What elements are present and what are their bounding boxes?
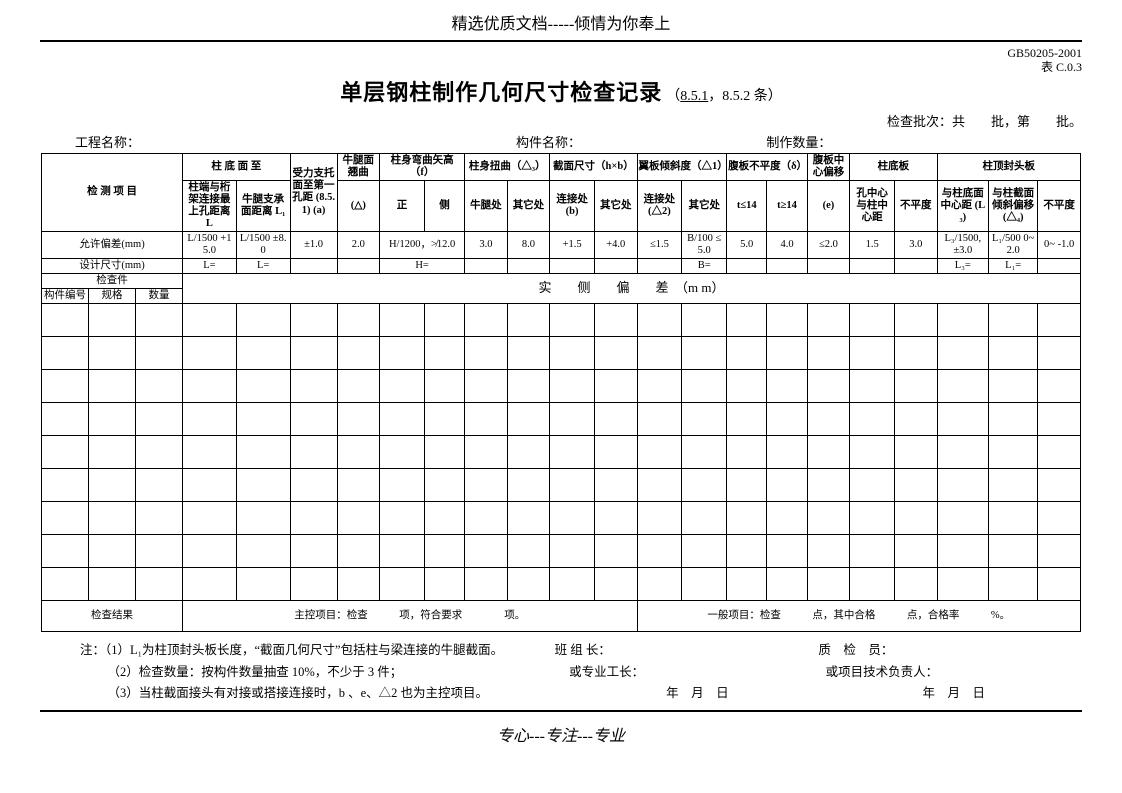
des-d2: L=	[236, 259, 290, 274]
tol-c15: ≤2.0	[807, 232, 850, 259]
hdr-bp-b: 不平度	[895, 180, 938, 231]
hdr-topplate: 柱顶封头板	[937, 153, 1080, 180]
hdr-comp-no: 构件编号	[42, 289, 89, 304]
project-label: 工程名称：	[75, 132, 391, 151]
row-design-label: 设计尺寸(mm)	[42, 259, 183, 274]
hdr-web-a: t≤14	[727, 180, 767, 231]
table-row	[42, 403, 1081, 436]
footer-rule	[40, 710, 1082, 712]
title-row: 单层钢柱制作几何尺寸检查记录 （8.5.1，8.5.2 条）	[40, 75, 1082, 107]
footer: 专心---专注---专业	[0, 722, 1122, 746]
des-d19: L₁=	[989, 259, 1038, 274]
tol-c19: L₁/500 0~2.0	[989, 232, 1038, 259]
hdr-tp-b: 与柱截面倾斜偏移 (△₄)	[989, 180, 1038, 231]
blank-rows-body	[42, 304, 1081, 601]
des-d1: L=	[183, 259, 237, 274]
hdr-twist-b: 其它处	[507, 180, 550, 231]
notes-block: 注：（1）L₁为柱顶封头板长度，“截面几何尺寸”包括柱与梁连接的牛腿截面。 班 …	[80, 640, 1082, 704]
hdr-baseplate: 柱底板	[850, 153, 937, 180]
tol-c16: 1.5	[850, 232, 895, 259]
qty-label: 制作数量：	[706, 132, 1082, 151]
batch-line: 检查批次：共 批，第 批。	[40, 111, 1082, 130]
hdr-section-b: 其它处	[594, 180, 637, 231]
tol-c13: 5.0	[727, 232, 767, 259]
table-row	[42, 337, 1081, 370]
tol-c14: 4.0	[767, 232, 807, 259]
tol-c3: ±1.0	[290, 232, 337, 259]
tol-c20: 0~ -1.0	[1038, 232, 1081, 259]
tol-c8: 8.0	[507, 232, 550, 259]
hdr-flange-b: 其它处	[682, 180, 727, 231]
hdr-twist: 柱身扭曲（△₃）	[465, 153, 550, 180]
hdr-count: 数量	[136, 289, 183, 304]
table-row	[42, 568, 1081, 601]
hdr-spec: 规格	[89, 289, 136, 304]
top-rule	[40, 40, 1082, 42]
result-main: 主控项目：检查 项，符合要求 项。	[183, 601, 637, 632]
table-row	[42, 436, 1081, 469]
hdr-col-bottom-a: 柱端与桁架连接最上孔距离 L	[183, 180, 237, 231]
actual-header: 实 侧 偏 差 （m m）	[183, 274, 1081, 304]
tol-c4: 2.0	[337, 232, 380, 259]
hdr-bracket-first: 受力支托面至第一孔距 (8.5.1) (a)	[290, 153, 337, 231]
row-tolerance-label: 允许偏差(mm)	[42, 232, 183, 259]
hdr-tp-a: 与柱底面中心距 (L₃)	[937, 180, 989, 231]
tol-c12: B/100 ≤5.0	[682, 232, 727, 259]
component-label: 构件名称：	[391, 132, 707, 151]
hdr-flange-a: 连接处 (△2)	[637, 180, 682, 231]
hdr-web: 腹板不平度（δ）	[727, 153, 808, 180]
tol-c1: L/1500 +15.0	[183, 232, 237, 259]
hdr-web-center: 腹板中心偏移	[807, 153, 850, 180]
hdr-section: 截面尺寸（h×b）	[550, 153, 637, 180]
tol-c2: L/1500 ±8.0	[236, 232, 290, 259]
title-sub: （8.5.1，8.5.2 条）	[666, 89, 782, 104]
hdr-bend-a: 正	[380, 180, 425, 231]
inspection-table: 检 测 项 目 柱 底 面 至 受力支托面至第一孔距 (8.5.1) (a) 牛…	[41, 153, 1081, 633]
tol-c7: 3.0	[465, 232, 508, 259]
hdr-twist-a: 牛腿处	[465, 180, 508, 231]
title-main: 单层钢柱制作几何尺寸检查记录	[340, 80, 662, 105]
hdr-web-b: t≥14	[767, 180, 807, 231]
hdr-col-bottom-b: 牛腿支承面距离 L₁	[236, 180, 290, 231]
table-row	[42, 469, 1081, 502]
table-row	[42, 535, 1081, 568]
result-label: 检查结果	[42, 601, 183, 632]
hdr-bend-b: 侧	[424, 180, 464, 231]
hdr-section-a: 连接处 (b)	[550, 180, 595, 231]
tol-c11: ≤1.5	[637, 232, 682, 259]
above-table-labels: 工程名称： 构件名称： 制作数量：	[75, 132, 1082, 151]
tol-c10: +4.0	[594, 232, 637, 259]
hdr-inspect-item: 检 测 项 目	[42, 153, 183, 231]
hdr-leg-warp: 牛腿面翘曲	[337, 153, 380, 180]
hdr-col-bottom: 柱 底 面 至	[183, 153, 290, 180]
tol-c17: 3.0	[895, 232, 938, 259]
hdr-tp-c: 不平度	[1038, 180, 1081, 231]
des-d18: L₃=	[937, 259, 989, 274]
hdr-leg-warp-sub: (△)	[337, 180, 380, 231]
table-row	[42, 502, 1081, 535]
table-row	[42, 304, 1081, 337]
tol-c9: +1.5	[550, 232, 595, 259]
top-banner: 精选优质文档-----倾情为你奉上	[40, 10, 1082, 40]
hdr-web-center-e: (e)	[807, 180, 850, 231]
hdr-bend: 柱身弯曲矢高（f）	[380, 153, 465, 180]
result-general: 一般项目：检查 点，其中合格 点，合格率 %。	[637, 601, 1080, 632]
table-row	[42, 370, 1081, 403]
gb-code: GB50205-2001	[40, 46, 1082, 60]
hdr-flange: 翼板倾斜度（△1）	[637, 153, 727, 180]
des-d5: H=	[380, 259, 465, 274]
des-d12: B=	[682, 259, 727, 274]
hdr-bp-a: 孔中心与柱中心距	[850, 180, 895, 231]
tol-c18: L₃/1500, ±3.0	[937, 232, 989, 259]
gb-table: 表 C.0.3	[40, 60, 1082, 74]
row-checkpiece: 检查件	[42, 274, 183, 289]
tol-c5: H/1200，≯12.0	[380, 232, 465, 259]
